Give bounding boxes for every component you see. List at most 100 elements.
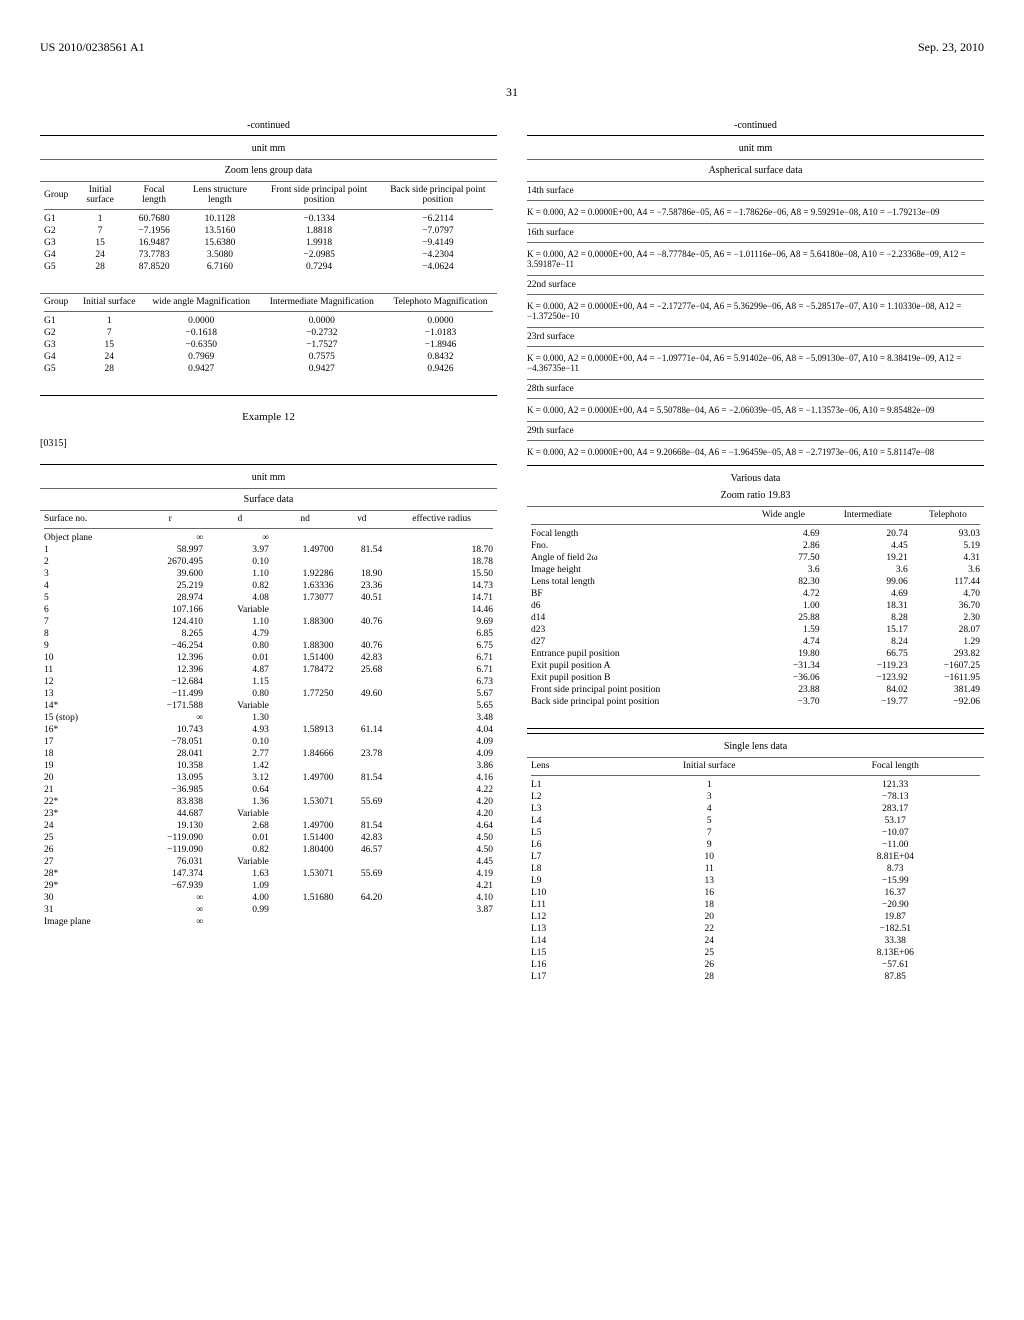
cell: 28*: [40, 868, 134, 880]
cell: −9.4149: [379, 237, 497, 249]
cell: 2.77: [207, 748, 273, 760]
cell: 124.410: [134, 616, 207, 628]
table-row: Angle of field 2ω77.5019.214.31: [527, 552, 984, 564]
cell: 14.73: [386, 580, 497, 592]
cell: [337, 808, 386, 820]
cell: 14.71: [386, 592, 497, 604]
cell: 15: [72, 237, 128, 249]
table-row: 30∞4.001.5168064.204.10: [40, 892, 497, 904]
cell: 5: [612, 815, 806, 827]
aspherical-coeffs: K = 0.000, A2 = 0.0000E+00, A4 = −8.7778…: [527, 245, 984, 273]
cell: 1.42: [207, 760, 273, 772]
cell: −119.23: [824, 660, 912, 672]
cell: L13: [527, 923, 612, 935]
table-row: 2776.031Variable4.45: [40, 856, 497, 868]
cell: 39.600: [134, 568, 207, 580]
cell: [337, 856, 386, 868]
cell: 1.51680: [273, 892, 338, 904]
cell: 28: [76, 363, 143, 375]
cell: 5.65: [386, 700, 497, 712]
table-row: Lens total length82.3099.06117.44: [527, 576, 984, 588]
cell: 19.80: [743, 648, 823, 660]
table-title: Aspherical surface data: [527, 162, 984, 179]
cell: 55.69: [337, 796, 386, 808]
cell: −46.254: [134, 640, 207, 652]
cell: L3: [527, 803, 612, 815]
table-row: L69−11.00: [527, 839, 984, 851]
surface-label: 22nd surface: [527, 278, 984, 292]
cell: [273, 760, 338, 772]
cell: Entrance pupil position: [527, 648, 743, 660]
cell: 27: [40, 856, 134, 868]
cell: 8.28: [824, 612, 912, 624]
cell: 0.0000: [260, 315, 384, 327]
cell: [386, 916, 497, 928]
cell: 42.83: [337, 832, 386, 844]
table-title: Various data: [527, 470, 984, 487]
cell: 24: [612, 935, 806, 947]
cell: 0.7294: [260, 261, 379, 273]
cell: [207, 916, 273, 928]
cell: [273, 916, 338, 928]
cell: 7: [76, 327, 143, 339]
cell: −1607.25: [912, 660, 984, 672]
cell: Focal length: [527, 528, 743, 540]
cell: 6.7160: [180, 261, 259, 273]
page-header: US 2010/0238561 A1 Sep. 23, 2010: [40, 40, 984, 55]
cell: 7: [40, 616, 134, 628]
cell: 10.743: [134, 724, 207, 736]
cell: 8: [40, 628, 134, 640]
cell: L12: [527, 911, 612, 923]
cell: −6.2114: [379, 213, 497, 225]
cell: 4.93: [207, 724, 273, 736]
cell: 1.88300: [273, 616, 338, 628]
aspherical-data: 14th surfaceK = 0.000, A2 = 0.0000E+00, …: [527, 184, 984, 461]
cell: Lens total length: [527, 576, 743, 588]
table-row: 13−11.4990.801.7725049.605.67: [40, 688, 497, 700]
table-row: L122019.87: [527, 911, 984, 923]
cell: 23.36: [337, 580, 386, 592]
cell: 15.17: [824, 624, 912, 636]
cell: [273, 904, 338, 916]
cell: 1.30: [207, 712, 273, 724]
page-number: 31: [40, 85, 984, 100]
cell: −182.51: [806, 923, 984, 935]
aspherical-coeffs: K = 0.000, A2 = 0.0000E+00, A4 = 9.20668…: [527, 443, 984, 461]
cell: L6: [527, 839, 612, 851]
cell: Angle of field 2ω: [527, 552, 743, 564]
cell: 4.69: [824, 588, 912, 600]
table-row: Image height3.63.63.6: [527, 564, 984, 576]
cell: [337, 736, 386, 748]
cell: [337, 760, 386, 772]
cell: 28.974: [134, 592, 207, 604]
cell: 58.997: [134, 544, 207, 556]
cell: [337, 532, 386, 544]
cell: 14.46: [386, 604, 497, 616]
cell: 60.7680: [128, 213, 180, 225]
cell: 19.87: [806, 911, 984, 923]
example-title: Example 12: [40, 411, 497, 423]
cell: 6.71: [386, 652, 497, 664]
cell: −0.6350: [143, 339, 260, 351]
cell: 1: [76, 315, 143, 327]
cell: 99.06: [824, 576, 912, 588]
cell: [337, 676, 386, 688]
cell: G2: [40, 225, 72, 237]
cell: 0.8432: [384, 351, 497, 363]
table-title: Surface data: [40, 491, 497, 508]
table-row: 28*147.3741.631.5307155.694.19: [40, 868, 497, 880]
cell: 1.10: [207, 568, 273, 580]
cell: −4.0624: [379, 261, 497, 273]
table-row: G52887.85206.71600.7294−4.0624: [40, 261, 497, 273]
cell: 23.88: [743, 684, 823, 696]
table-row: 22670.4950.1018.78: [40, 556, 497, 568]
cell: 26: [40, 844, 134, 856]
cell: Image height: [527, 564, 743, 576]
cell: 22*: [40, 796, 134, 808]
col-header: r: [134, 513, 207, 525]
cell: 23*: [40, 808, 134, 820]
cell: 4.19: [386, 868, 497, 880]
cell: 19.130: [134, 820, 207, 832]
cell: 1.15: [207, 676, 273, 688]
cell: −36.985: [134, 784, 207, 796]
